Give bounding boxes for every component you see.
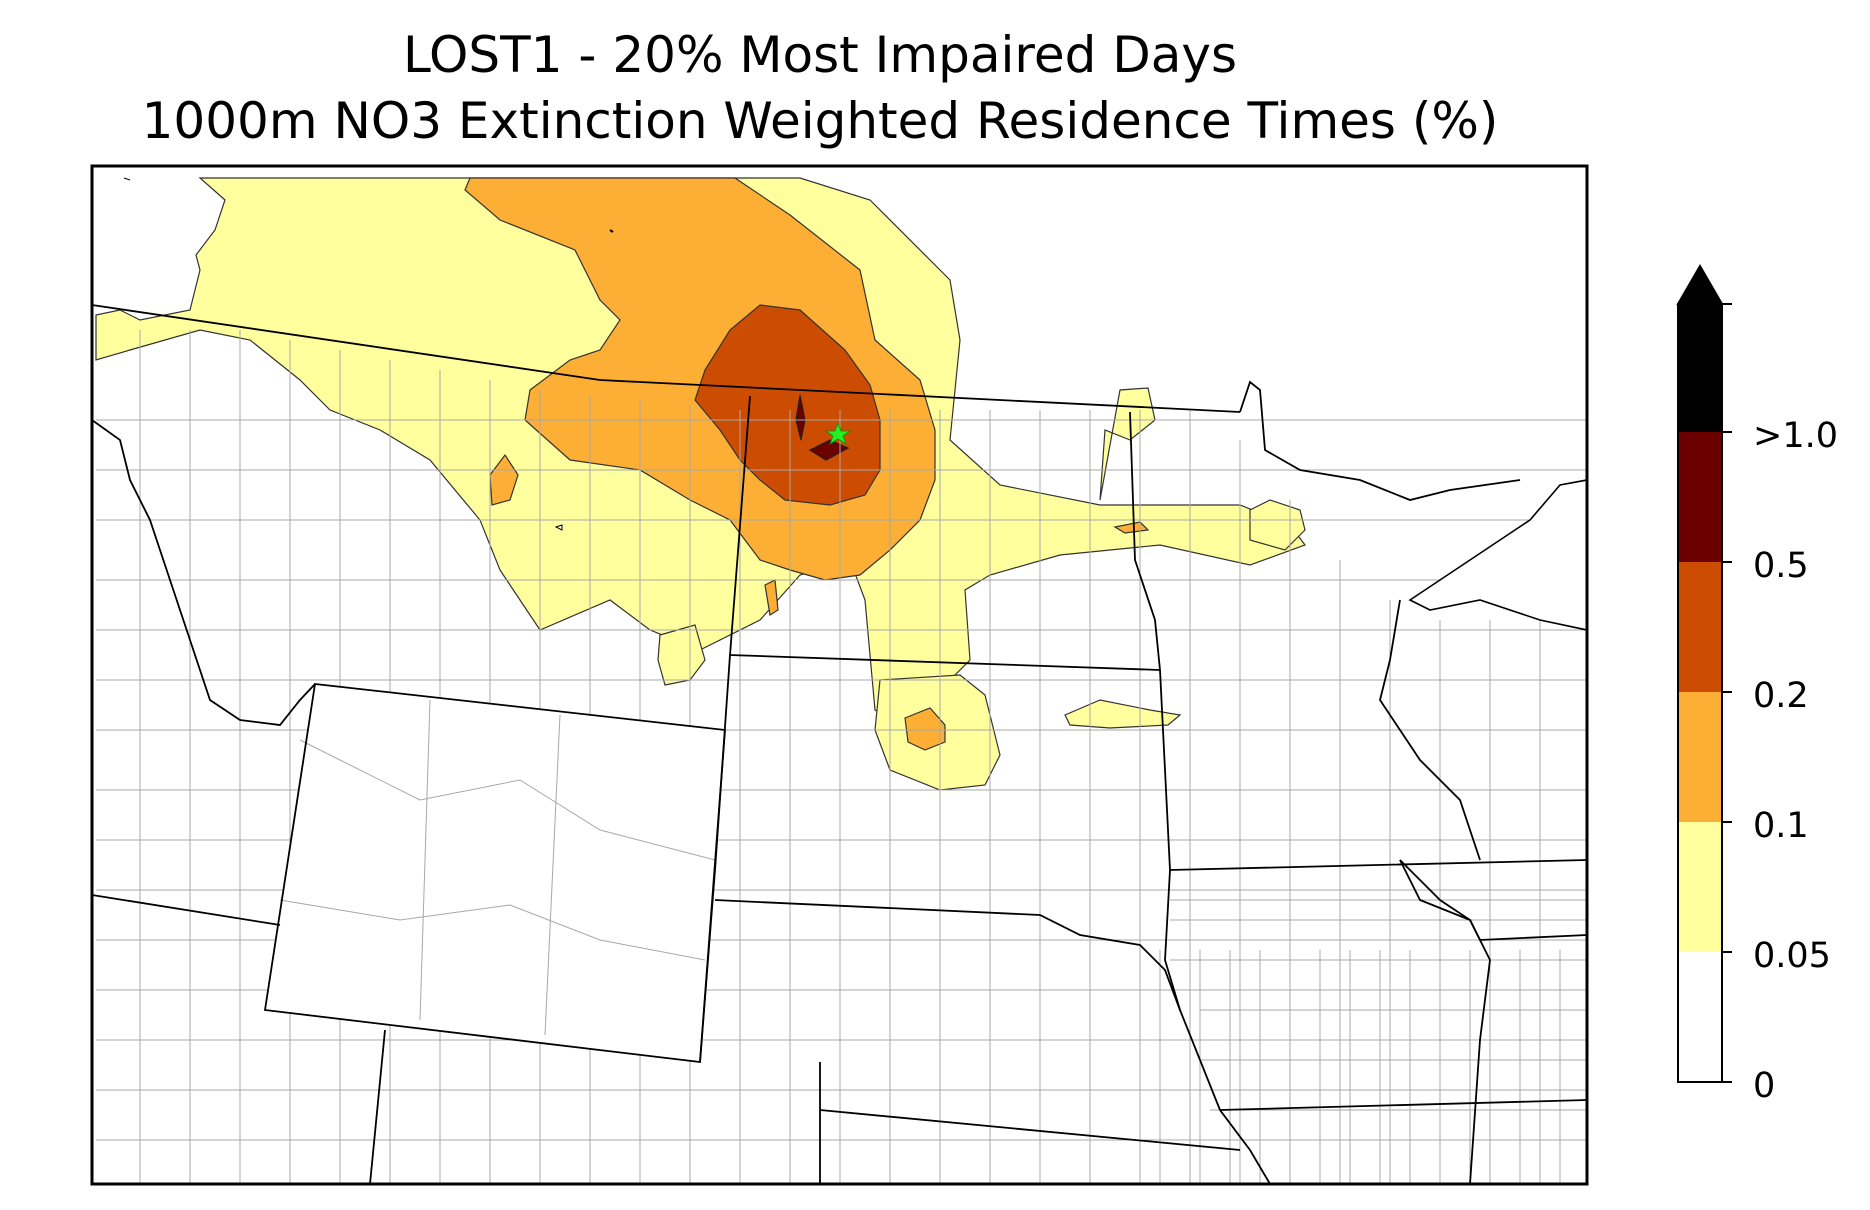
colorbar-segment-0-5 bbox=[1678, 432, 1722, 562]
colorbar-label-over: >1.0 bbox=[1753, 416, 1838, 456]
colorbar-segment-0-05 bbox=[1678, 822, 1722, 952]
colorbar-label-0-5: 0.5 bbox=[1753, 546, 1809, 586]
colorbar-label-0: 0 bbox=[1753, 1066, 1776, 1106]
colorbar-segment-0-2 bbox=[1678, 562, 1722, 692]
map-frame bbox=[90, 164, 1589, 1186]
green-star-icon bbox=[824, 421, 852, 445]
map-title-line-1: LOST1 - 20% Most Impaired Days bbox=[402, 26, 1237, 84]
map-title-line-2: 1000m NO3 Extinction Weighted Residence … bbox=[141, 92, 1499, 150]
state-wyoming bbox=[265, 684, 725, 1062]
map-area bbox=[92, 166, 1587, 1184]
colorbar-segment-0-1 bbox=[1678, 692, 1722, 822]
colorbar-label-0-1: 0.1 bbox=[1753, 806, 1809, 846]
lake-superior bbox=[1408, 479, 1587, 631]
colorbar-extend-arrow bbox=[1676, 264, 1724, 305]
contour-level-0-5 bbox=[795, 394, 850, 461]
state-borders bbox=[92, 304, 1587, 1184]
colorbar-label-0-05: 0.05 bbox=[1753, 936, 1831, 976]
colorbar-segment-0 bbox=[1678, 952, 1722, 1082]
colorbar-segment-over bbox=[1678, 304, 1722, 432]
colorbar-label-0-2: 0.2 bbox=[1753, 676, 1809, 716]
colorbar bbox=[1676, 264, 1732, 1083]
